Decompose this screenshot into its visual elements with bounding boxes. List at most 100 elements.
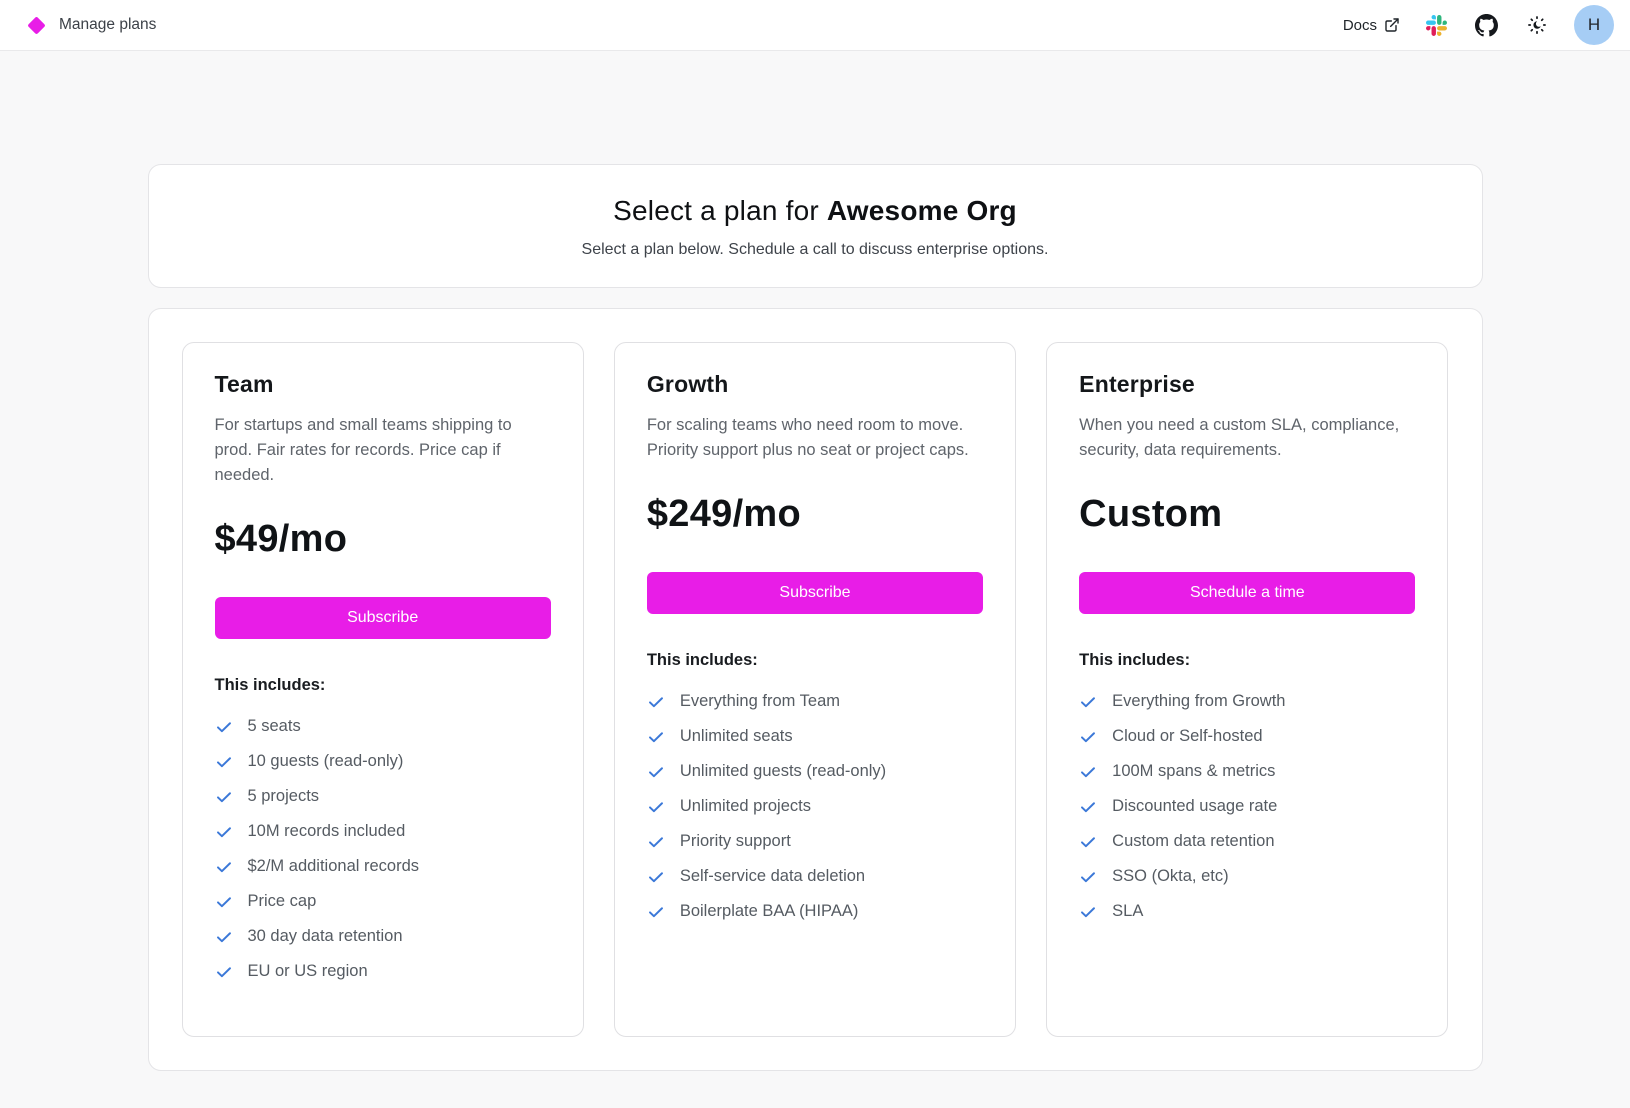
page-title: Manage plans	[59, 16, 157, 33]
includes-label: This includes:	[646, 651, 758, 669]
diamond-logo-icon	[27, 15, 46, 35]
plans-row: Team For startups and small teams shippi…	[181, 342, 1449, 1037]
feature-list: Everything from Team Unlimited seats Unlim…	[647, 692, 983, 937]
plans-card: Team For startups and small teams shippi…	[147, 308, 1483, 1071]
org-name: Awesome Org	[826, 195, 1017, 226]
plan-card: Enterprise When you need a custom SLA, c…	[1046, 342, 1449, 1037]
feature-label: 10M records included	[247, 822, 406, 840]
check-icon	[648, 836, 663, 847]
app-brand: Manage plans	[27, 15, 157, 35]
hero-title-prefix: Select a plan for	[613, 195, 819, 226]
check-icon	[1081, 731, 1096, 742]
slack-button[interactable]	[1424, 13, 1449, 38]
check-icon	[1081, 696, 1096, 707]
includes-label: This includes:	[1079, 651, 1191, 669]
feature-label: Self-service data deletion	[679, 867, 866, 885]
docs-link-label: Docs	[1342, 16, 1377, 34]
feature-item: EU or US region	[215, 962, 551, 981]
check-icon	[216, 791, 231, 802]
plan-name: Enterprise	[1079, 371, 1195, 397]
check-icon	[216, 721, 231, 732]
check-icon	[648, 801, 663, 812]
feature-item: Price cap	[215, 892, 551, 911]
feature-item: Priority support	[647, 832, 983, 851]
top-bar: Manage plans Docs	[0, 0, 1630, 51]
plan-name: Team	[214, 371, 274, 397]
check-icon	[216, 826, 231, 837]
plan-cta-button[interactable]: Subscribe	[646, 572, 984, 614]
feature-label: Discounted usage rate	[1112, 797, 1278, 815]
feature-item: 5 seats	[215, 717, 551, 736]
slack-icon	[1426, 14, 1447, 36]
plan-card: Team For startups and small teams shippi…	[181, 342, 584, 1037]
feature-label: Everything from Team	[679, 692, 841, 710]
feature-label: $2/M additional records	[247, 857, 420, 875]
check-icon	[1081, 906, 1096, 917]
check-icon	[1081, 801, 1096, 812]
feature-label: Unlimited guests (read-only)	[679, 762, 887, 780]
feature-item: 100M spans & metrics	[1079, 762, 1415, 781]
feature-label: SSO (Okta, etc)	[1112, 867, 1229, 885]
check-icon	[216, 966, 231, 977]
feature-item: Cloud or Self-hosted	[1079, 727, 1415, 746]
plan-description: When you need a custom SLA, compliance, …	[1079, 416, 1400, 459]
feature-item: 5 projects	[215, 787, 551, 806]
feature-list: Everything from Growth Cloud or Self-host…	[1079, 692, 1415, 937]
feature-item: Boilerplate BAA (HIPAA)	[647, 902, 983, 921]
feature-label: Price cap	[247, 892, 317, 910]
check-icon	[216, 931, 231, 942]
plan-header-card: Select a plan for Awesome Org Select a p…	[147, 164, 1483, 288]
feature-item: Discounted usage rate	[1079, 797, 1415, 816]
feature-item: 10M records included	[215, 822, 551, 841]
plan-description: For scaling teams who need room to move.…	[646, 416, 969, 459]
hero-title: Select a plan for Awesome Org	[173, 195, 1458, 227]
top-bar-actions: Docs	[1343, 5, 1614, 45]
theme-toggle-button[interactable]	[1524, 12, 1550, 38]
feature-label: 5 seats	[247, 717, 301, 735]
external-link-icon	[1384, 17, 1400, 33]
feature-item: $2/M additional records	[215, 857, 551, 876]
check-icon	[216, 861, 231, 872]
check-icon	[648, 871, 663, 882]
docs-link[interactable]: Docs	[1343, 17, 1400, 34]
feature-label: EU or US region	[247, 962, 368, 980]
github-icon	[1475, 13, 1498, 37]
includes-label: This includes:	[214, 676, 326, 694]
feature-label: Unlimited seats	[679, 727, 793, 745]
check-icon	[216, 896, 231, 907]
feature-item: Unlimited guests (read-only)	[647, 762, 983, 781]
plan-cta-button[interactable]: Subscribe	[214, 597, 551, 639]
check-icon	[1081, 766, 1096, 777]
plan-price: $249/mo	[646, 493, 802, 535]
feature-item: Everything from Growth	[1079, 692, 1415, 711]
feature-label: Everything from Growth	[1112, 692, 1286, 710]
feature-label: 100M spans & metrics	[1112, 762, 1276, 780]
feature-label: Cloud or Self-hosted	[1112, 727, 1263, 745]
check-icon	[648, 696, 663, 707]
user-avatar[interactable]: H	[1574, 5, 1614, 45]
check-icon	[648, 906, 663, 917]
check-icon	[1081, 871, 1096, 882]
sun-moon-icon	[1526, 14, 1548, 36]
plan-price: $49/mo	[214, 518, 348, 560]
feature-list: 5 seats 10 guests (read-only) 5 projects 10…	[215, 717, 551, 997]
feature-item: Custom data retention	[1079, 832, 1415, 851]
check-icon	[648, 731, 663, 742]
plan-description: For startups and small teams shipping to…	[214, 416, 512, 484]
feature-label: SLA	[1112, 902, 1144, 920]
feature-label: Unlimited projects	[679, 797, 811, 815]
feature-label: 5 projects	[247, 787, 320, 805]
feature-item: Unlimited seats	[647, 727, 983, 746]
github-button[interactable]	[1473, 12, 1500, 39]
plan-name: Growth	[646, 371, 729, 397]
check-icon	[648, 766, 663, 777]
feature-item: 10 guests (read-only)	[215, 752, 551, 771]
feature-label: Custom data retention	[1112, 832, 1275, 850]
feature-label: Priority support	[679, 832, 791, 850]
feature-item: SLA	[1079, 902, 1415, 921]
plan-card: Growth For scaling teams who need room t…	[613, 342, 1017, 1037]
feature-item: 30 day data retention	[215, 927, 551, 946]
plan-cta-button[interactable]: Schedule a time	[1079, 572, 1416, 614]
feature-label: 30 day data retention	[247, 927, 403, 945]
plan-price: Custom	[1079, 493, 1223, 535]
